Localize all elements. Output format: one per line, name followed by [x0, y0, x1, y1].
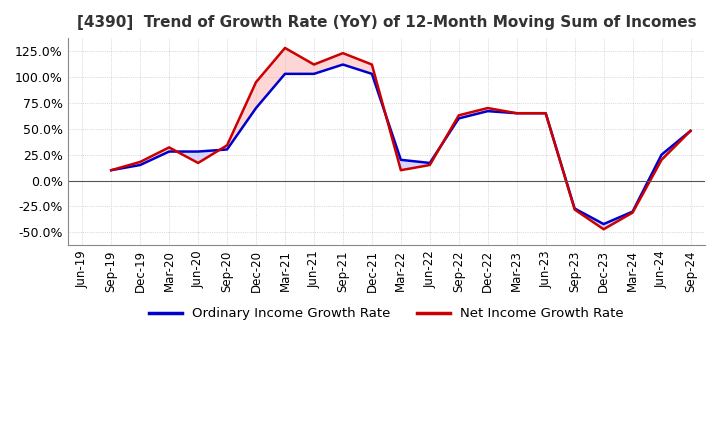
Net Income Growth Rate	[281, 45, 289, 51]
Net Income Growth Rate	[338, 51, 347, 56]
Ordinary Income Growth Rate	[657, 152, 666, 157]
Ordinary Income Growth Rate	[483, 109, 492, 114]
Ordinary Income Growth Rate	[397, 157, 405, 162]
Ordinary Income Growth Rate	[454, 116, 463, 121]
Ordinary Income Growth Rate	[426, 160, 434, 165]
Line: Ordinary Income Growth Rate: Ordinary Income Growth Rate	[111, 65, 690, 224]
Net Income Growth Rate	[570, 207, 579, 212]
Ordinary Income Growth Rate	[629, 209, 637, 214]
Ordinary Income Growth Rate	[252, 106, 261, 111]
Ordinary Income Growth Rate	[136, 162, 145, 168]
Net Income Growth Rate	[513, 110, 521, 116]
Ordinary Income Growth Rate	[281, 71, 289, 77]
Net Income Growth Rate	[657, 157, 666, 162]
Net Income Growth Rate	[426, 162, 434, 168]
Net Income Growth Rate	[368, 62, 377, 67]
Ordinary Income Growth Rate	[541, 110, 550, 116]
Legend: Ordinary Income Growth Rate, Net Income Growth Rate: Ordinary Income Growth Rate, Net Income …	[143, 302, 629, 326]
Net Income Growth Rate	[107, 168, 115, 173]
Line: Net Income Growth Rate: Net Income Growth Rate	[111, 48, 690, 229]
Net Income Growth Rate	[454, 113, 463, 118]
Net Income Growth Rate	[136, 159, 145, 165]
Net Income Growth Rate	[222, 143, 231, 148]
Ordinary Income Growth Rate	[194, 149, 202, 154]
Ordinary Income Growth Rate	[338, 62, 347, 67]
Net Income Growth Rate	[194, 160, 202, 165]
Net Income Growth Rate	[397, 168, 405, 173]
Ordinary Income Growth Rate	[570, 206, 579, 211]
Ordinary Income Growth Rate	[107, 168, 115, 173]
Ordinary Income Growth Rate	[368, 71, 377, 77]
Net Income Growth Rate	[599, 227, 608, 232]
Ordinary Income Growth Rate	[222, 147, 231, 152]
Ordinary Income Growth Rate	[165, 149, 174, 154]
Net Income Growth Rate	[165, 145, 174, 150]
Net Income Growth Rate	[483, 106, 492, 111]
Net Income Growth Rate	[686, 128, 695, 133]
Net Income Growth Rate	[252, 80, 261, 85]
Net Income Growth Rate	[629, 210, 637, 215]
Ordinary Income Growth Rate	[686, 128, 695, 133]
Ordinary Income Growth Rate	[599, 221, 608, 227]
Net Income Growth Rate	[541, 110, 550, 116]
Net Income Growth Rate	[310, 62, 318, 67]
Ordinary Income Growth Rate	[513, 110, 521, 116]
Ordinary Income Growth Rate	[310, 71, 318, 77]
Title: [4390]  Trend of Growth Rate (YoY) of 12-Month Moving Sum of Incomes: [4390] Trend of Growth Rate (YoY) of 12-…	[76, 15, 696, 30]
